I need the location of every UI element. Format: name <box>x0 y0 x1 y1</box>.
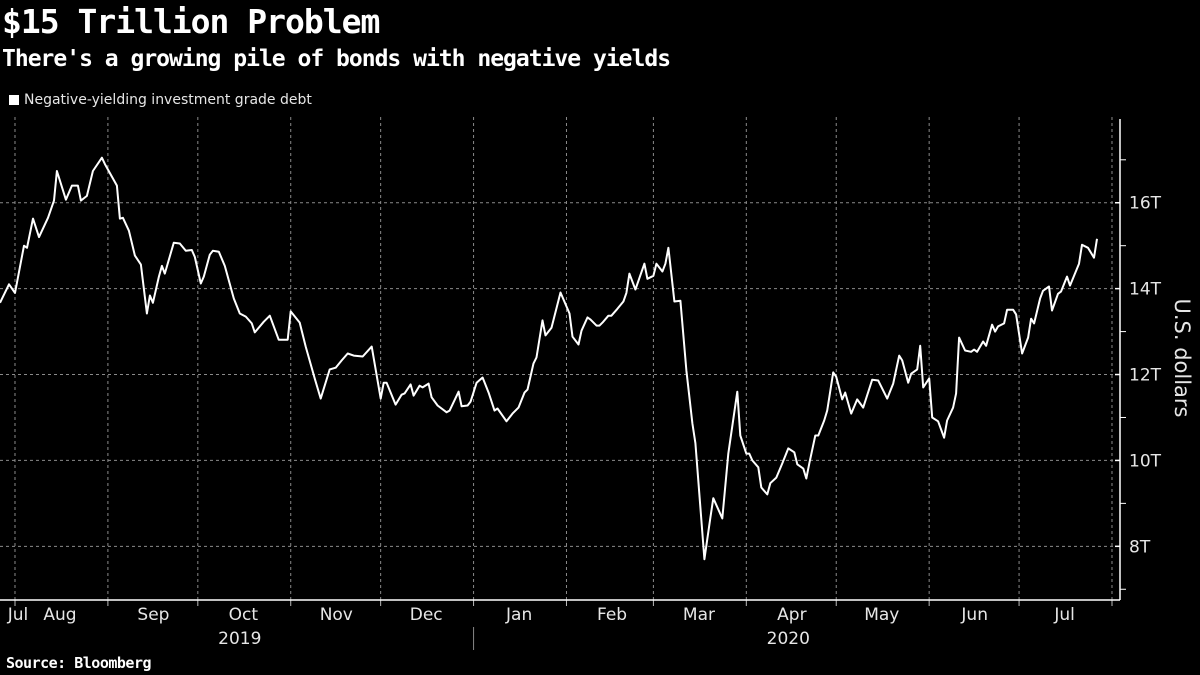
chart-title: $15 Trillion Problem <box>2 2 380 41</box>
gridlines <box>0 117 1120 600</box>
series <box>0 156 1098 561</box>
y-axis-label: U.S. dollars <box>1170 298 1194 417</box>
x-tick-label: May <box>864 605 899 625</box>
y-tick-label: 14T <box>1129 280 1162 300</box>
series-line <box>0 156 1098 561</box>
tick-labels: 8T 10T 12T 14T 16T Jul Aug Sep Oct Nov Dec Jan Feb Ma… <box>7 194 1162 649</box>
chart-subtitle: There's a growing pile of bonds with neg… <box>2 46 671 72</box>
y-tick-label: 8T <box>1129 537 1151 557</box>
y-tick-label: 12T <box>1129 366 1162 386</box>
source-note: Source: Bloomberg <box>6 654 152 672</box>
x-tick-label: Jul <box>7 605 29 625</box>
legend: Negative-yielding investment grade debt <box>9 92 312 108</box>
year-label: 2020 <box>767 629 810 649</box>
x-tick-label: Apr <box>777 605 806 625</box>
legend-swatch <box>9 95 19 105</box>
x-tick-label: Dec <box>410 605 443 625</box>
x-tick-label: Oct <box>229 605 259 625</box>
x-tick-label: Nov <box>320 605 353 625</box>
legend-label: Negative-yielding investment grade debt <box>24 92 312 108</box>
x-tick-label: Sep <box>137 605 169 625</box>
x-tick-label: Jun <box>960 605 988 625</box>
x-tick-label: Mar <box>683 605 715 625</box>
y-tick-label: 10T <box>1129 451 1162 471</box>
x-tick-label: Jul <box>1053 605 1075 625</box>
axes <box>0 119 1126 650</box>
x-tick-label: Feb <box>597 605 627 625</box>
x-tick-label: Jan <box>505 605 532 625</box>
year-label: 2019 <box>218 629 261 649</box>
x-tick-label: Aug <box>43 605 76 625</box>
y-tick-label: 16T <box>1129 194 1162 214</box>
